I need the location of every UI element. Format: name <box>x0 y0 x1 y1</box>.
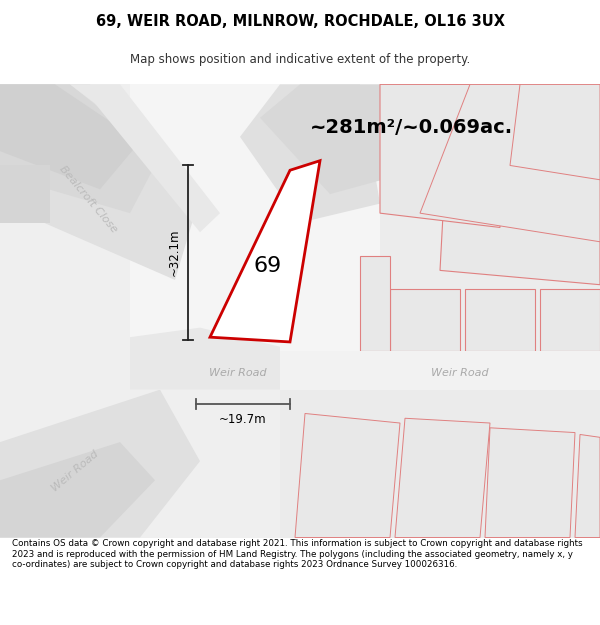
Text: Map shows position and indicative extent of the property.: Map shows position and indicative extent… <box>130 52 470 66</box>
Polygon shape <box>0 389 600 538</box>
Polygon shape <box>380 84 500 228</box>
Polygon shape <box>130 351 600 399</box>
Polygon shape <box>485 428 575 538</box>
Polygon shape <box>130 328 280 389</box>
Polygon shape <box>260 84 400 194</box>
Polygon shape <box>240 84 380 222</box>
Text: Weir Road: Weir Road <box>209 368 267 378</box>
Polygon shape <box>0 84 140 189</box>
Polygon shape <box>0 84 600 538</box>
Text: ~19.7m: ~19.7m <box>219 412 267 426</box>
Text: ~32.1m: ~32.1m <box>167 229 181 276</box>
Polygon shape <box>380 84 600 351</box>
Polygon shape <box>0 166 50 222</box>
Text: Contains OS data © Crown copyright and database right 2021. This information is : Contains OS data © Crown copyright and d… <box>12 539 583 569</box>
Polygon shape <box>440 84 600 285</box>
Text: Weir Road: Weir Road <box>50 448 100 493</box>
Polygon shape <box>0 442 155 538</box>
Text: ~281m²/~0.069ac.: ~281m²/~0.069ac. <box>310 118 513 137</box>
Polygon shape <box>0 84 160 213</box>
Polygon shape <box>70 84 220 232</box>
Text: Bealcroft Close: Bealcroft Close <box>57 164 119 234</box>
Polygon shape <box>130 351 600 389</box>
Polygon shape <box>0 84 600 538</box>
Polygon shape <box>465 289 535 351</box>
Polygon shape <box>420 84 600 242</box>
Polygon shape <box>0 84 195 280</box>
Polygon shape <box>0 389 200 538</box>
Polygon shape <box>510 84 600 180</box>
Polygon shape <box>360 256 390 351</box>
Polygon shape <box>210 161 320 342</box>
Polygon shape <box>395 418 490 538</box>
Text: 69: 69 <box>254 256 282 276</box>
Polygon shape <box>540 289 600 351</box>
Polygon shape <box>575 434 600 538</box>
Polygon shape <box>280 389 600 538</box>
Polygon shape <box>295 414 400 538</box>
Polygon shape <box>130 84 600 351</box>
Polygon shape <box>390 289 460 351</box>
Text: Weir Road: Weir Road <box>431 368 489 378</box>
Text: 69, WEIR ROAD, MILNROW, ROCHDALE, OL16 3UX: 69, WEIR ROAD, MILNROW, ROCHDALE, OL16 3… <box>95 14 505 29</box>
